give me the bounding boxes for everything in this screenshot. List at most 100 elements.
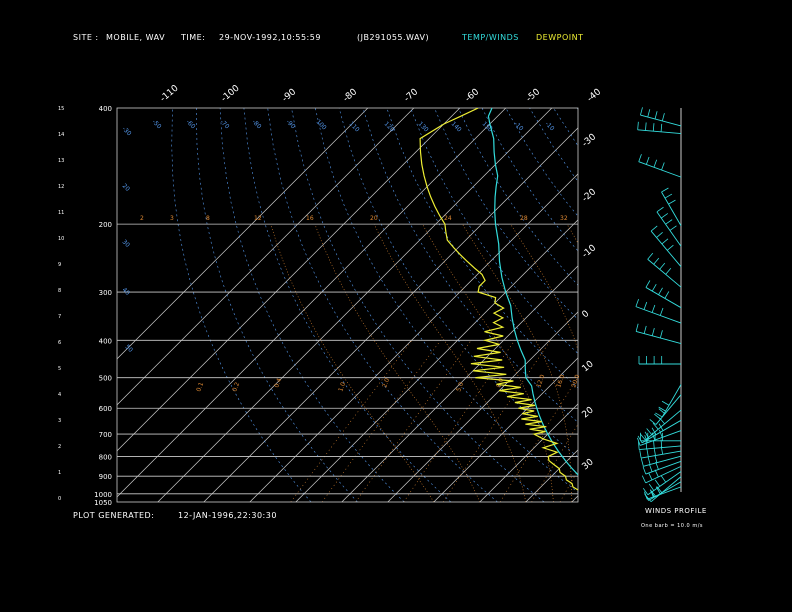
- moist-adiabat-label: 16: [306, 215, 314, 222]
- mixing-ratio-label: 0.4: [273, 377, 283, 389]
- height-tick-label: 4: [58, 392, 61, 398]
- moist-adiabat: [627, 224, 646, 502]
- dry-adiabat: [386, 108, 578, 389]
- wind-barb-flag: [641, 475, 647, 484]
- temperature-line: [487, 108, 578, 476]
- moist-adiabat: [314, 223, 481, 502]
- moist-adiabat-label: 28: [520, 215, 528, 222]
- wind-barb-flag: [665, 219, 673, 225]
- height-tick-label: 5: [58, 366, 61, 372]
- wind-barb-flag: [661, 213, 669, 219]
- pressure-tick-label: 700: [99, 431, 112, 439]
- dry-adiabat: [673, 108, 792, 502]
- temperature-tick-top: -110: [159, 83, 181, 104]
- wind-barb-flag: [646, 448, 649, 457]
- wind-barb-flag: [664, 193, 673, 199]
- wind-barb-flag: [655, 412, 663, 418]
- wind-barb: [648, 481, 682, 501]
- wind-barb-flag: [651, 283, 657, 292]
- wind-barb-flag: [649, 419, 657, 425]
- wind-barb: [635, 306, 682, 324]
- pressure-tick-label: 300: [99, 289, 112, 297]
- temperature-tick-top: -40: [586, 87, 604, 104]
- mixing-ratio-label: 12.0: [535, 374, 546, 389]
- plot-generated-value: 12-JAN-1996,22:30:30: [178, 511, 277, 520]
- dry-adiabat-label: 120: [383, 120, 396, 133]
- wind-barb-flag: [659, 330, 663, 339]
- wind-barb-flag: [645, 156, 650, 165]
- pressure-tick-label: 500: [99, 375, 112, 383]
- wind-barb-flag: [661, 113, 665, 122]
- grid-layer: [116, 107, 792, 503]
- wind-barb-flag: [661, 238, 669, 245]
- dry-adiabat: [576, 108, 578, 110]
- wind-barb-flag: [661, 187, 669, 193]
- moist-adiabat: [270, 224, 435, 502]
- mixing-ratio-line: [355, 340, 472, 502]
- temperature-tick-right: 20: [581, 405, 596, 420]
- wind-barb-flag: [635, 298, 640, 307]
- height-tick-label: 7: [58, 314, 61, 320]
- moist-adiabat-label: 12: [254, 215, 262, 222]
- wind-barb-flag: [654, 479, 661, 487]
- wind-barb-flag: [651, 304, 656, 313]
- dry-adiabat: [696, 108, 792, 502]
- wind-barb-flag: [645, 280, 651, 288]
- pressure-tick-label: 800: [99, 453, 112, 461]
- wind-barb-flag: [650, 225, 658, 232]
- wind-barb-flag: [653, 257, 660, 265]
- dry-adiabat-label: 50: [124, 343, 134, 353]
- moist-adiabat-label: 20: [370, 215, 378, 222]
- dry-adiabat: [196, 108, 358, 502]
- wind-barb-flag: [648, 472, 653, 481]
- wind-barb-flag: [644, 493, 649, 501]
- wind-barb-flag: [651, 327, 655, 336]
- dry-adiabat-label: 30: [121, 238, 131, 248]
- pressure-tick-label: 1050: [94, 499, 112, 507]
- isotherm-line: [249, 173, 578, 502]
- dry-adiabat: [434, 108, 578, 320]
- height-tick-label: 6: [58, 340, 61, 346]
- dry-adiabat-label: 140: [450, 120, 463, 133]
- mixing-ratio-label: 5.0: [455, 381, 465, 393]
- height-tick-label: 2: [58, 444, 61, 450]
- isotherm-line: [387, 311, 578, 502]
- dry-adiabat-label: 130: [417, 120, 430, 133]
- wind-barb: [656, 211, 682, 247]
- wind-barb-flag: [640, 458, 644, 467]
- wind-barb-flag: [668, 199, 676, 205]
- wind-barb: [647, 471, 682, 496]
- wind-barb: [650, 476, 682, 503]
- wind-barb-flag: [656, 206, 664, 213]
- dry-adiabat: [649, 108, 792, 502]
- wind-barb-flag: [643, 325, 647, 334]
- dry-adiabat: [481, 108, 578, 252]
- wind-barb-flag: [643, 301, 648, 310]
- height-tick-label: 0: [58, 496, 61, 502]
- moist-adiabat: [422, 223, 554, 502]
- wind-barb-flag: [647, 109, 651, 118]
- wind-barb: [645, 287, 682, 309]
- time-value: 29-NOV-1992,10:55:59: [219, 33, 321, 42]
- temperature-tick-right: -30: [581, 132, 599, 149]
- wind-barb-flag: [664, 291, 670, 299]
- dry-adiabat-label: 100: [315, 118, 328, 131]
- wind-barb-flag: [659, 307, 664, 316]
- wind-barb: [635, 331, 682, 344]
- wind-barb: [639, 430, 682, 446]
- moist-adiabat: [510, 223, 578, 352]
- wind-barb-flag: [646, 428, 653, 435]
- mixing-ratio-label: 8.0: [495, 377, 505, 389]
- wind-barb: [645, 465, 682, 484]
- pressure-tick-label: 600: [99, 405, 112, 413]
- isotherm-line: [618, 108, 792, 502]
- dry-adiabat-label: 110: [348, 120, 361, 133]
- wind-barb-flag: [651, 427, 657, 435]
- height-tick-label: 3: [58, 418, 61, 424]
- height-tick-label: 12: [58, 184, 64, 190]
- winds-profile-note: One barb = 10.0 m/s: [641, 523, 703, 529]
- moist-adiabat-label: 3: [170, 215, 174, 222]
- wind-barb-flag: [645, 495, 652, 502]
- wind-barb: [639, 445, 682, 451]
